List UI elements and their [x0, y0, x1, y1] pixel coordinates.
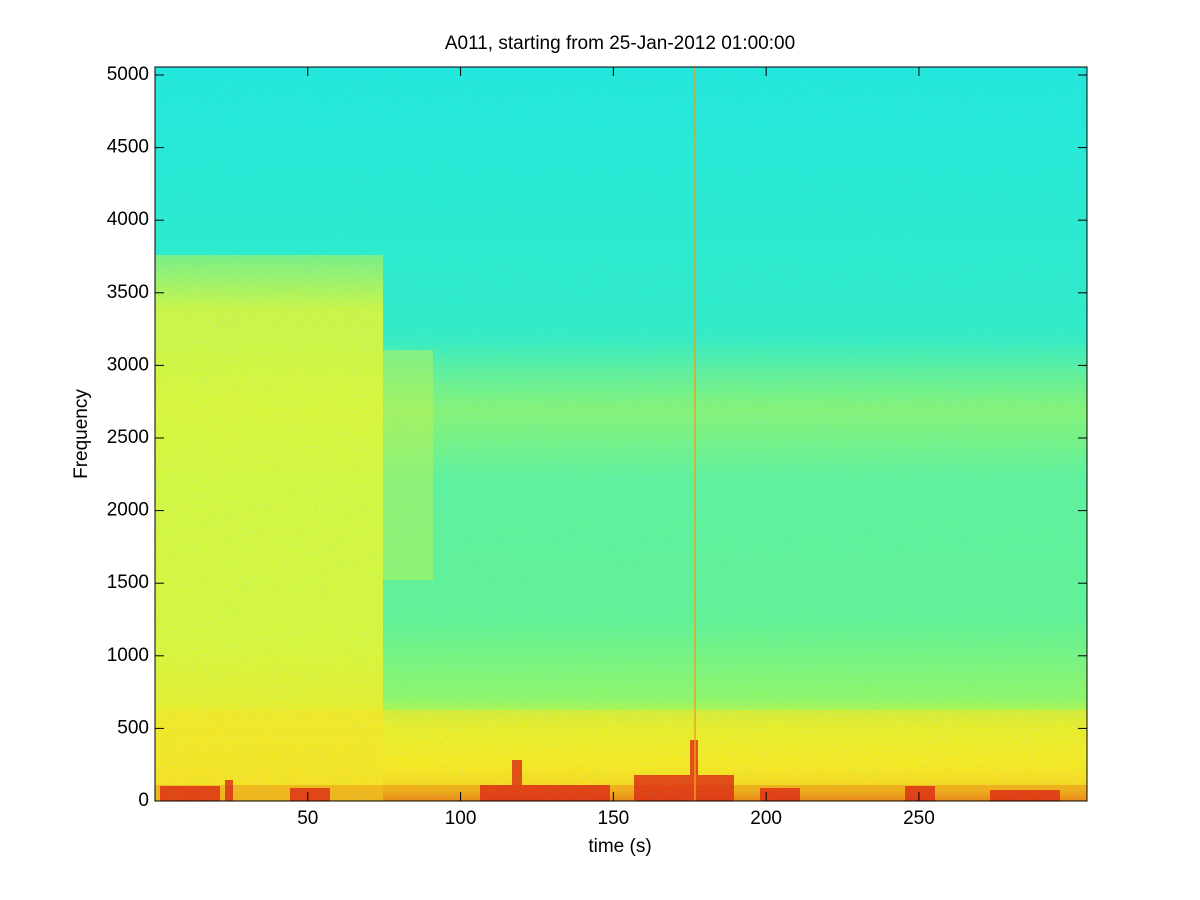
- y-tick-label: 1500: [107, 572, 149, 593]
- spectrogram-image: [155, 67, 1087, 801]
- x-tick-label: 100: [445, 808, 477, 829]
- y-tick-label: 3500: [107, 282, 149, 303]
- y-tick-label: 2500: [107, 427, 149, 448]
- x-tick-label: 250: [903, 808, 935, 829]
- y-tick-label: 500: [117, 717, 149, 738]
- y-axis-label: Frequency: [71, 389, 92, 479]
- x-tick-label: 200: [750, 808, 782, 829]
- y-tick-label: 1000: [107, 645, 149, 666]
- x-tick-label: 50: [297, 808, 318, 829]
- x-tick-label: 150: [598, 808, 630, 829]
- y-tick-label: 0: [138, 790, 149, 811]
- y-tick-label: 4000: [107, 209, 149, 230]
- y-tick-label: 3000: [107, 354, 149, 375]
- y-tick-label: 4500: [107, 137, 149, 158]
- y-tick-label: 2000: [107, 500, 149, 521]
- plot-frame: [154, 66, 1088, 802]
- y-tick-label: 5000: [107, 64, 149, 85]
- chart-title: A011, starting from 25-Jan-2012 01:00:00: [445, 33, 795, 54]
- x-axis-label: time (s): [588, 836, 651, 857]
